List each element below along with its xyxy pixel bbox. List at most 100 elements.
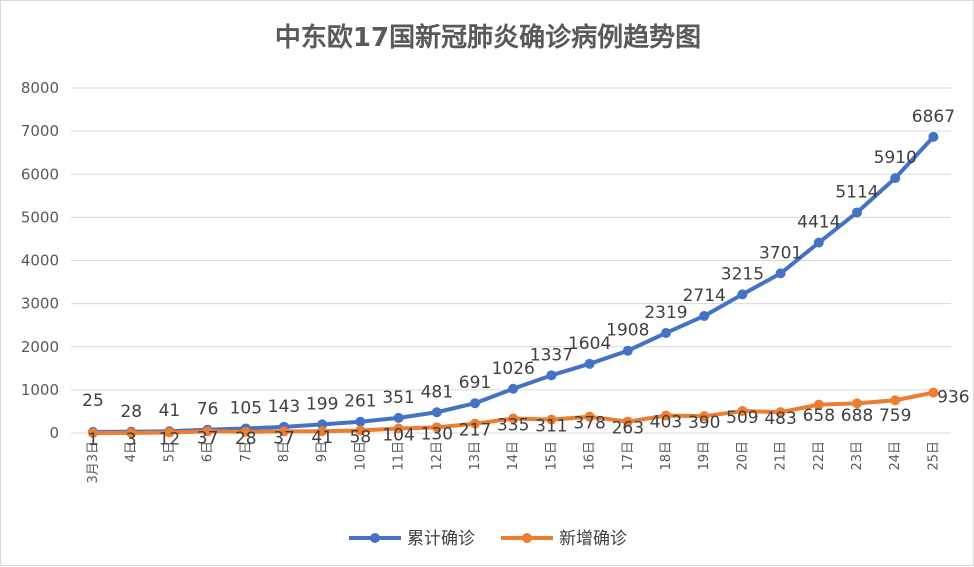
y-tick-label: 7000	[21, 122, 59, 140]
x-tick-label: 24日	[888, 441, 903, 471]
x-tick-label: 13日	[468, 441, 483, 471]
data-label: 2714	[683, 286, 726, 306]
data-label: 351	[382, 388, 414, 408]
x-tick-label: 6日	[201, 441, 216, 462]
data-point	[393, 423, 404, 434]
data-point	[88, 427, 98, 438]
data-point	[393, 412, 404, 423]
data-label: 1908	[606, 321, 649, 341]
data-point	[508, 383, 519, 394]
data-label: 403	[650, 413, 682, 433]
data-label: 2319	[644, 303, 687, 323]
data-point	[584, 411, 595, 422]
y-tick-label: 4000	[21, 252, 59, 270]
data-point	[240, 426, 251, 437]
data-point	[202, 426, 213, 437]
x-tick-label: 5日	[162, 441, 177, 462]
data-label: 5910	[874, 148, 917, 168]
x-tick-label: 12日	[430, 441, 445, 471]
gridlines	[71, 87, 951, 434]
data-label: 28	[235, 429, 257, 449]
data-point	[661, 327, 671, 338]
data-point	[584, 358, 595, 369]
data-point	[928, 387, 939, 398]
x-tick-label: 19日	[697, 441, 712, 471]
data-label: 658	[803, 406, 835, 426]
series-lines	[88, 131, 939, 438]
y-tick-label: 0	[49, 424, 59, 442]
data-label: 688	[841, 406, 873, 426]
data-label: 143	[268, 397, 300, 417]
data-point	[737, 406, 748, 417]
y-axis: 0 1000 2000 3000 4000 5000 6000 7000 8000	[21, 79, 59, 442]
data-label: 5114	[835, 182, 878, 202]
x-tick-label: 21日	[774, 441, 789, 471]
data-point	[431, 407, 442, 418]
data-point	[279, 426, 289, 437]
data-point	[661, 410, 671, 421]
data-label: 37	[273, 428, 295, 448]
x-tick-label: 7日	[239, 441, 254, 462]
data-label: 76	[197, 400, 219, 420]
data-label: 130	[421, 424, 453, 444]
x-tick-label: 14日	[506, 441, 521, 471]
x-tick-label: 8日	[277, 441, 292, 462]
data-point	[508, 413, 519, 424]
x-axis: 3月3日 4日 5日 6日 7日 8日 9日 10日 11日 12日 13日 14日 15日 16日 17日…	[86, 441, 941, 484]
y-tick-label: 2000	[21, 338, 59, 356]
legend-label-0: 累计确诊	[407, 529, 475, 549]
data-point	[431, 422, 442, 433]
x-tick-label: 25日	[926, 441, 941, 471]
x-tick-label: 10日	[353, 441, 368, 471]
data-label: 1	[88, 430, 99, 450]
x-tick-label: 22日	[812, 441, 827, 471]
x-tick-label: 16日	[583, 441, 598, 471]
data-label: 199	[306, 394, 338, 414]
data-point	[546, 414, 557, 425]
data-label: 4414	[797, 213, 840, 233]
data-point	[852, 398, 862, 409]
legend-label-1: 新增确诊	[559, 529, 627, 549]
data-label: 37	[197, 428, 219, 448]
data-label: 1337	[530, 345, 573, 365]
data-point	[890, 173, 901, 184]
x-tick-label: 17日	[621, 441, 636, 471]
data-point	[699, 411, 710, 422]
data-point	[355, 416, 366, 427]
data-point	[928, 131, 939, 142]
data-label: 3	[126, 430, 137, 450]
data-label: 3215	[721, 264, 764, 284]
data-point	[852, 207, 862, 218]
legend: 累计确诊 新增确诊	[349, 529, 627, 549]
data-label: 481	[421, 382, 453, 402]
data-label: 263	[612, 419, 644, 439]
data-label: 105	[230, 398, 262, 418]
data-point	[813, 399, 824, 410]
legend-marker-1	[522, 533, 532, 543]
data-point	[546, 370, 557, 381]
data-label: 12	[159, 429, 181, 449]
x-tick-label: 15日	[544, 441, 559, 471]
data-label: 691	[459, 373, 491, 393]
data-label: 217	[459, 421, 491, 441]
data-label: 759	[879, 406, 911, 426]
data-label: 58	[350, 427, 372, 447]
data-point	[164, 427, 175, 438]
data-label: 483	[764, 409, 796, 429]
data-point	[470, 418, 480, 429]
y-tick-label: 8000	[21, 79, 59, 97]
data-point	[775, 407, 786, 418]
y-tick-label: 3000	[21, 295, 59, 313]
data-point	[622, 416, 633, 427]
data-point	[317, 426, 328, 437]
data-point	[622, 345, 633, 356]
data-point	[699, 310, 710, 321]
data-point	[813, 237, 824, 248]
x-tick-label: 9日	[315, 441, 330, 462]
chart-title: 中东欧17国新冠肺炎确诊病例趋势图	[275, 22, 701, 53]
x-tick-label: 23日	[850, 441, 865, 471]
data-point	[737, 289, 748, 300]
